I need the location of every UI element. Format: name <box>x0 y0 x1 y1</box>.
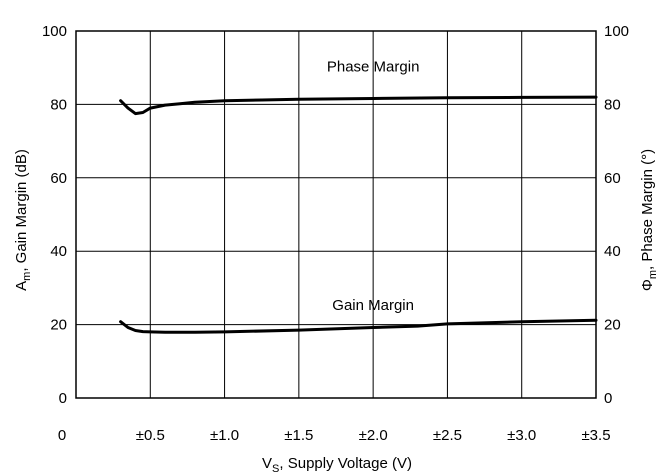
x-tick-label: ±0.5 <box>136 427 165 444</box>
series-layer <box>119 95 598 334</box>
y2-tick-label: 100 <box>604 23 629 40</box>
y-tick-label: 100 <box>42 23 67 40</box>
x-tick-label: ±1.0 <box>210 427 239 444</box>
phase-margin-label: Phase Margin <box>327 58 420 75</box>
phase-margin-line <box>119 95 598 116</box>
tick-labels: 0 ±0.5 ±1.0 ±1.5 ±2.0 ±2.5 ±3.0 ±3.5 0 20 40 60 80 10… <box>42 23 629 444</box>
x-tick-label: ±3.0 <box>507 427 536 444</box>
y-tick-label: 40 <box>50 243 67 260</box>
y-tick-label: 80 <box>50 96 67 113</box>
y-tick-label: 0 <box>59 390 67 407</box>
x-tick-label: ±2.0 <box>359 427 388 444</box>
gain-margin-line <box>119 318 598 334</box>
y2-tick-label: 60 <box>604 170 621 187</box>
y2-tick-label: 0 <box>604 390 612 407</box>
y-axis-label: Am, Gain Margin (dB) <box>13 149 33 291</box>
x-axis-label: VS, Supply Voltage (V) <box>262 455 412 475</box>
grid <box>76 31 596 398</box>
y-tick-label: 60 <box>50 170 67 187</box>
x-tick-label: ±3.5 <box>581 427 610 444</box>
y2-axis-label: Φm, Phase Margin (°) <box>639 149 659 291</box>
y2-tick-label: 20 <box>604 317 621 334</box>
gain-margin-label: Gain Margin <box>332 297 414 314</box>
series-annotations: Phase Margin Gain Margin <box>327 58 420 314</box>
plot-frame <box>75 30 597 399</box>
y2-tick-label: 80 <box>604 96 621 113</box>
x-tick-label: ±2.5 <box>433 427 462 444</box>
x-tick-label: ±1.5 <box>284 427 313 444</box>
y2-tick-label: 40 <box>604 243 621 260</box>
y-tick-label: 20 <box>50 317 67 334</box>
x-tick-label: 0 <box>58 427 66 444</box>
